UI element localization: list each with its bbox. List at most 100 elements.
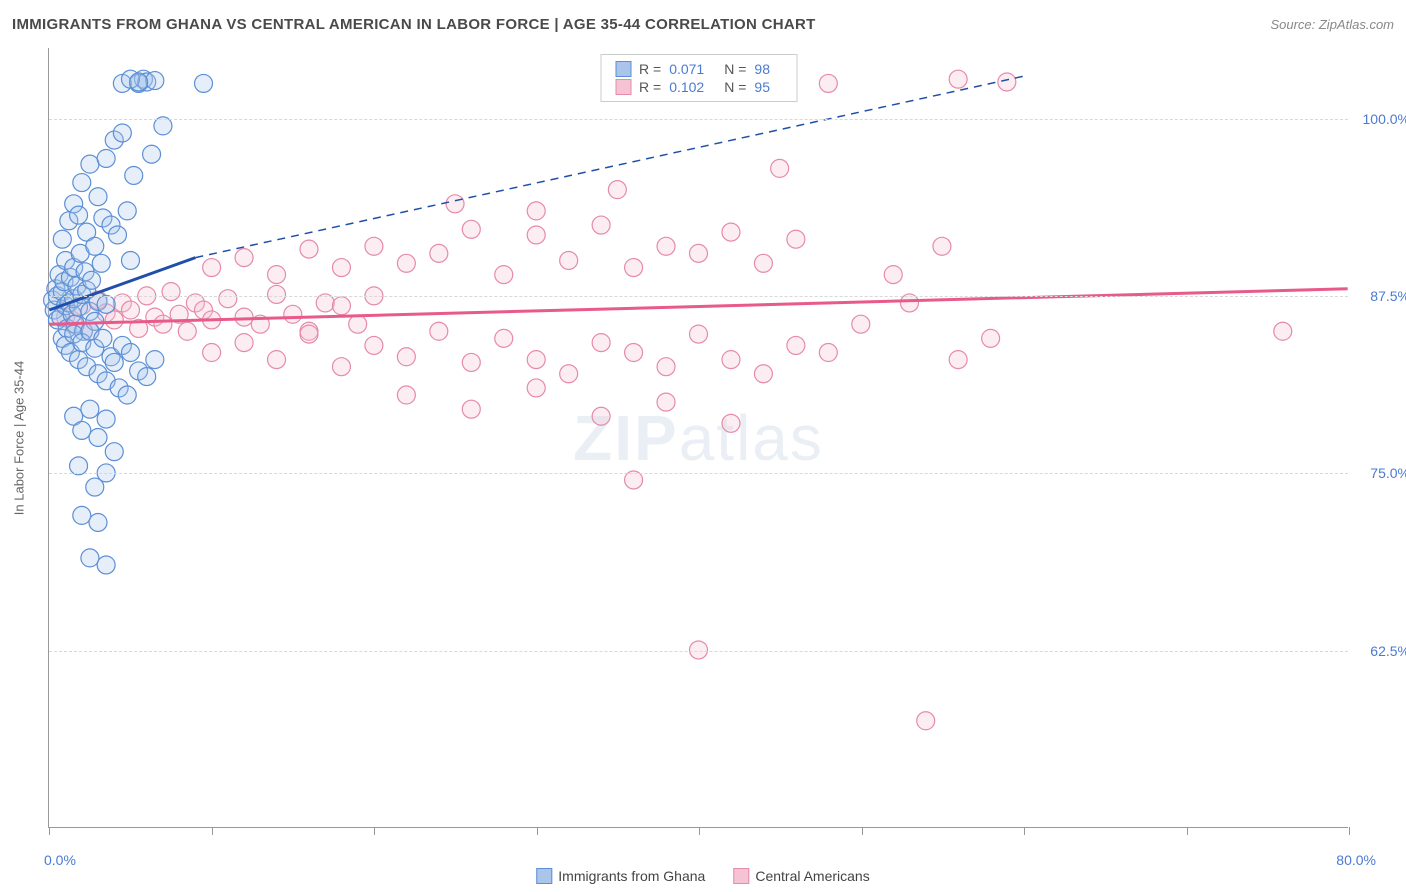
data-point: [787, 336, 805, 354]
data-point: [81, 155, 99, 173]
data-point: [592, 407, 610, 425]
data-point: [178, 322, 196, 340]
data-point: [195, 74, 213, 92]
data-point: [97, 295, 115, 313]
data-point: [430, 322, 448, 340]
data-point: [527, 202, 545, 220]
data-point: [268, 266, 286, 284]
data-point: [53, 230, 71, 248]
x-tick: [862, 827, 863, 835]
data-point: [787, 230, 805, 248]
data-point: [1274, 322, 1292, 340]
data-point: [560, 365, 578, 383]
data-point: [819, 344, 837, 362]
data-point: [446, 195, 464, 213]
data-point: [657, 237, 675, 255]
data-point: [527, 226, 545, 244]
data-point: [118, 386, 136, 404]
data-point: [138, 368, 156, 386]
data-point: [203, 344, 221, 362]
data-point: [397, 254, 415, 272]
gridline: [49, 651, 1348, 652]
data-point: [722, 351, 740, 369]
data-point: [121, 251, 139, 269]
data-point: [268, 351, 286, 369]
data-point: [268, 285, 286, 303]
legend-item-central: Central Americans: [733, 868, 869, 884]
x-axis-max-label: 80.0%: [1336, 852, 1376, 868]
data-point: [365, 336, 383, 354]
data-point: [332, 297, 350, 315]
data-point: [722, 414, 740, 432]
data-point: [73, 174, 91, 192]
x-tick: [537, 827, 538, 835]
source-attribution: Source: ZipAtlas.com: [1270, 17, 1394, 32]
data-point: [560, 251, 578, 269]
data-point: [917, 712, 935, 730]
data-point: [527, 351, 545, 369]
data-point: [300, 325, 318, 343]
data-point: [86, 237, 104, 255]
data-point: [771, 159, 789, 177]
swatch-central-icon: [733, 868, 749, 884]
data-point: [219, 290, 237, 308]
data-point: [284, 305, 302, 323]
legend-item-ghana: Immigrants from Ghana: [536, 868, 705, 884]
legend-label-central: Central Americans: [755, 868, 869, 884]
data-point: [235, 308, 253, 326]
data-point: [94, 329, 112, 347]
y-tick-label: 87.5%: [1354, 288, 1406, 304]
data-point: [154, 315, 172, 333]
gridline: [49, 296, 1348, 297]
data-point: [982, 329, 1000, 347]
x-tick: [1349, 827, 1350, 835]
title-bar: IMMIGRANTS FROM GHANA VS CENTRAL AMERICA…: [12, 8, 1394, 40]
scatter-plot: In Labor Force | Age 35-44 ZIPatlas R = …: [48, 48, 1348, 828]
x-tick: [49, 827, 50, 835]
x-tick: [699, 827, 700, 835]
data-point: [722, 223, 740, 241]
data-point: [754, 365, 772, 383]
data-point: [89, 513, 107, 531]
data-point: [690, 325, 708, 343]
data-point: [130, 73, 148, 91]
data-point: [933, 237, 951, 255]
data-point: [92, 254, 110, 272]
data-point: [70, 457, 88, 475]
x-tick: [374, 827, 375, 835]
y-tick-label: 100.0%: [1354, 111, 1406, 127]
data-point: [625, 344, 643, 362]
data-point: [146, 351, 164, 369]
y-tick-label: 75.0%: [1354, 465, 1406, 481]
data-point: [949, 70, 967, 88]
data-point: [81, 549, 99, 567]
y-tick-label: 62.5%: [1354, 643, 1406, 659]
data-point: [83, 271, 101, 289]
data-point: [657, 393, 675, 411]
y-axis-title: In Labor Force | Age 35-44: [12, 360, 27, 514]
data-point: [998, 73, 1016, 91]
gridline: [49, 473, 1348, 474]
data-point: [162, 283, 180, 301]
data-point: [105, 353, 123, 371]
data-point: [97, 556, 115, 574]
data-point: [73, 421, 91, 439]
data-point: [495, 266, 513, 284]
data-point: [121, 344, 139, 362]
data-point: [349, 315, 367, 333]
data-point: [462, 400, 480, 418]
data-point: [89, 429, 107, 447]
data-point: [592, 334, 610, 352]
trend-extrapolation: [195, 76, 1023, 257]
data-point: [608, 181, 626, 199]
data-point: [203, 259, 221, 277]
data-point: [81, 400, 99, 418]
data-point: [109, 226, 127, 244]
data-point: [462, 353, 480, 371]
data-point: [397, 348, 415, 366]
data-point: [527, 379, 545, 397]
legend-label-ghana: Immigrants from Ghana: [558, 868, 705, 884]
data-point: [89, 188, 107, 206]
data-point: [70, 206, 88, 224]
data-point: [143, 145, 161, 163]
